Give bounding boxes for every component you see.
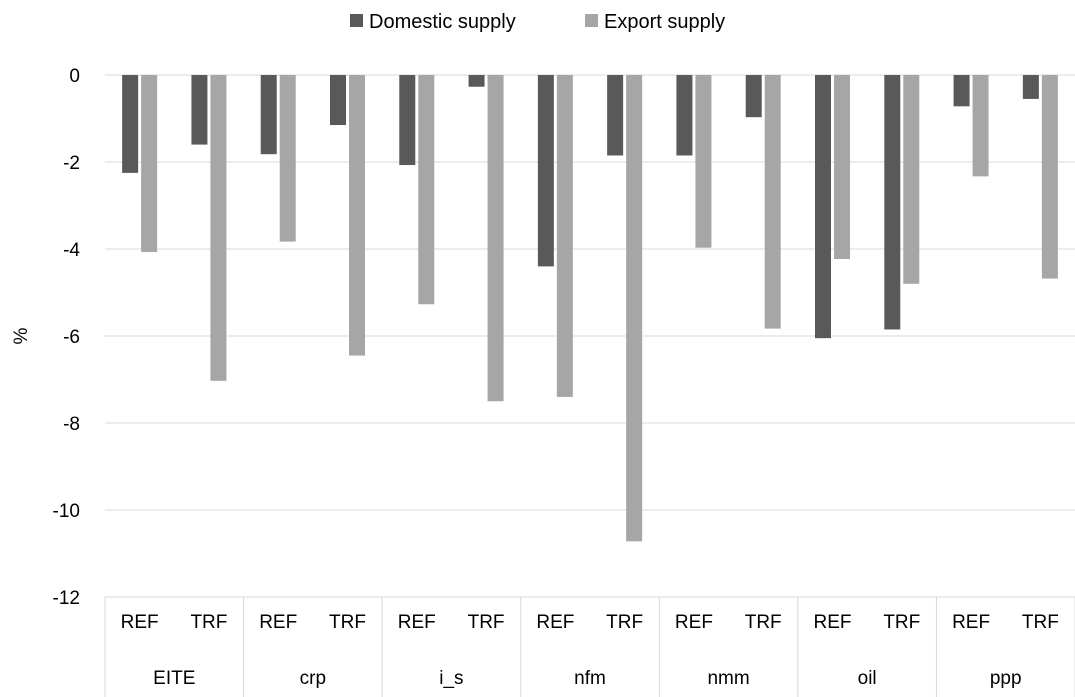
- group-label: nfm: [574, 668, 606, 689]
- bar-export-supply: [279, 75, 296, 242]
- y-tick-label: -12: [53, 588, 80, 609]
- bar-domestic-supply: [537, 75, 554, 267]
- bar-export-supply: [972, 75, 989, 177]
- bar-domestic-supply: [330, 75, 346, 126]
- bar-domestic-supply: [607, 75, 624, 156]
- scenario-label: TRF: [468, 612, 505, 633]
- bar-export-supply: [626, 75, 643, 542]
- y-tick-label: -8: [63, 414, 80, 435]
- scenario-label: TRF: [329, 612, 366, 633]
- bar-export-supply: [764, 75, 781, 329]
- scenario-label: REF: [536, 612, 574, 633]
- bar-export-supply: [418, 75, 435, 305]
- scenario-label: REF: [398, 612, 436, 633]
- bar-domestic-supply: [191, 75, 208, 145]
- bar-domestic-supply: [260, 75, 277, 155]
- scenario-label: TRF: [883, 612, 920, 633]
- bar-export-supply: [210, 75, 227, 381]
- bar-export-supply: [834, 75, 850, 260]
- group-label: ppp: [990, 668, 1022, 689]
- y-axis-label: %: [11, 327, 32, 344]
- scenario-label: TRF: [745, 612, 782, 633]
- group-label: i_s: [439, 668, 463, 689]
- bar-export-supply: [487, 75, 504, 402]
- legend: Domestic supply Export supply: [350, 11, 725, 33]
- scenario-label: REF: [259, 612, 297, 633]
- legend-swatch: [350, 14, 363, 27]
- y-tick-label: -10: [53, 501, 80, 522]
- legend-swatch: [585, 14, 598, 27]
- scenario-label: TRF: [190, 612, 227, 633]
- bars: [122, 75, 1058, 542]
- bar-export-supply: [141, 75, 158, 253]
- bar-export-supply: [556, 75, 573, 397]
- bar-export-supply: [349, 75, 365, 356]
- group-label: oil: [858, 668, 877, 689]
- gridlines: [105, 74, 1075, 598]
- group-label: crp: [300, 668, 326, 689]
- bar-export-supply: [695, 75, 712, 248]
- bar-domestic-supply: [745, 75, 762, 118]
- legend-label: Domestic supply: [369, 11, 516, 33]
- bar-export-supply: [1041, 75, 1058, 279]
- axes: 0 -2 -4 -6 -8 -10 -12% REF TRF REF TRF REF TRF REF TRF…: [11, 66, 1075, 697]
- y-tick-label: 0: [69, 66, 80, 87]
- bar-domestic-supply: [815, 75, 831, 339]
- group-label: EITE: [153, 668, 195, 689]
- bar-domestic-supply: [1022, 75, 1039, 99]
- scenario-label: TRF: [1022, 612, 1059, 633]
- y-tick-label: -6: [63, 327, 80, 348]
- bar-domestic-supply: [399, 75, 416, 166]
- y-tick-label: -2: [63, 153, 80, 174]
- legend-domestic-supply: Domestic supply: [350, 11, 516, 33]
- legend-label: Export supply: [604, 11, 725, 33]
- bar-domestic-supply: [676, 75, 693, 156]
- scenario-label: REF: [121, 612, 159, 633]
- scenario-label: REF: [675, 612, 713, 633]
- bar-domestic-supply: [953, 75, 970, 107]
- legend-export-supply: Export supply: [585, 11, 725, 33]
- bar-export-supply: [903, 75, 920, 284]
- y-tick-label: -4: [63, 240, 80, 261]
- bar-domestic-supply: [468, 75, 485, 87]
- bar-domestic-supply: [122, 75, 139, 173]
- bar-domestic-supply: [884, 75, 901, 330]
- scenario-label: REF: [952, 612, 990, 633]
- group-label: nmm: [707, 668, 749, 689]
- scenario-label: REF: [814, 612, 852, 633]
- scenario-label: TRF: [606, 612, 643, 633]
